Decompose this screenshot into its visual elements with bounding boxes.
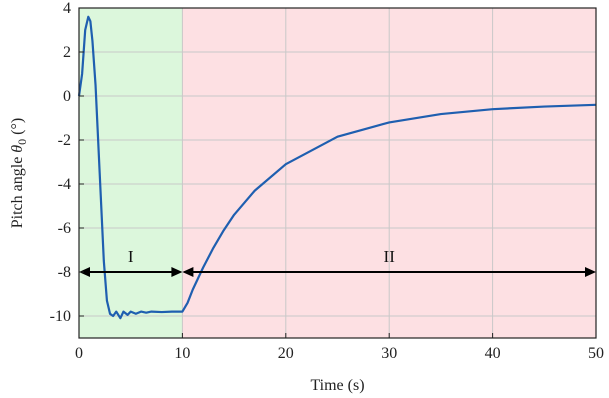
- region-arrows: I II: [79, 247, 596, 277]
- x-axis-label: Time (s): [310, 377, 364, 394]
- y-axis-label-subscript: 0: [15, 139, 29, 145]
- arrow-i-head-left: [79, 267, 90, 277]
- x-tick-label-10: 10: [174, 345, 190, 362]
- region-i-label: I: [128, 247, 134, 266]
- y-tick-label-2: 2: [63, 44, 71, 61]
- axis-ticks: 0 10 20 30 40 50 -10 -8 -6 -4 -2 0 2 4: [50, 0, 604, 362]
- x-tick-label-50: 50: [588, 345, 604, 362]
- y-axis-label-suffix: (°): [9, 118, 26, 139]
- x-tick-label-0: 0: [75, 345, 83, 362]
- y-tick-label--6: -6: [58, 220, 71, 237]
- y-tick-label--10: -10: [50, 308, 71, 325]
- region-ii-label: II: [384, 247, 396, 266]
- series-group: [77, 15, 597, 320]
- region-i-shade: [79, 8, 183, 338]
- y-axis-label-prefix: Pitch angle: [9, 153, 26, 229]
- y-axis-label: Pitch angle θ0 (°): [9, 118, 29, 228]
- x-tick-label-40: 40: [485, 345, 501, 362]
- arrow-ii-head-left: [182, 267, 194, 277]
- x-tick-label-20: 20: [278, 345, 294, 362]
- y-tick-label-4: 4: [63, 0, 71, 17]
- background-regions: [79, 8, 596, 338]
- y-tick-label--4: -4: [58, 176, 71, 193]
- y-tick-label--2: -2: [58, 132, 71, 149]
- y-axis-label-symbol: θ: [9, 145, 26, 153]
- arrow-ii-head-right: [585, 267, 596, 277]
- series-line-0: [77, 15, 597, 320]
- x-tick-label-30: 30: [381, 345, 397, 362]
- y-tick-label-0: 0: [63, 88, 71, 105]
- arrow-i-head-right: [171, 267, 183, 277]
- y-tick-label--8: -8: [58, 264, 71, 281]
- plot-frame: [78, 7, 597, 339]
